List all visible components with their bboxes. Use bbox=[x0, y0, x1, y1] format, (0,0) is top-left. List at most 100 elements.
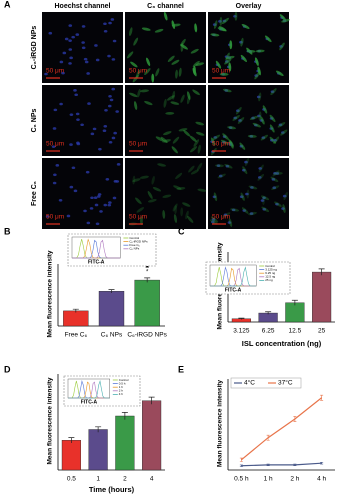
cell-signal bbox=[141, 27, 151, 31]
cell-signal bbox=[280, 129, 288, 136]
legend-label: 4°C bbox=[244, 379, 255, 387]
cell-signal bbox=[209, 219, 218, 225]
nucleus bbox=[108, 95, 112, 98]
cell-signal bbox=[175, 69, 178, 79]
nucleus bbox=[112, 39, 117, 43]
cell-signal bbox=[274, 201, 282, 207]
cell-signal bbox=[165, 111, 175, 115]
cell-signal bbox=[242, 166, 248, 175]
legend-label: 37°C bbox=[278, 379, 293, 387]
cell-signal bbox=[210, 216, 219, 223]
cell-signal bbox=[155, 136, 164, 142]
bar bbox=[142, 400, 162, 471]
line bbox=[240, 397, 322, 461]
cell-signal bbox=[167, 55, 175, 62]
bar bbox=[61, 440, 81, 471]
y-axis-label: Mean fluorescence intensity bbox=[47, 377, 54, 464]
nucleus bbox=[282, 194, 287, 198]
x-tick-label: 6.25 bbox=[262, 328, 275, 335]
inset-legend-label: 6.25 ng bbox=[265, 271, 275, 275]
inset-frame bbox=[205, 261, 291, 295]
nucleus bbox=[62, 51, 67, 55]
cell-signal bbox=[192, 60, 200, 68]
error-bar bbox=[238, 317, 245, 320]
inset-legend-label: Control bbox=[119, 378, 129, 382]
cell-signal bbox=[176, 187, 186, 191]
cell-signal bbox=[252, 122, 261, 128]
cell-signal bbox=[230, 208, 240, 212]
cell-signal bbox=[213, 192, 218, 202]
nucleus bbox=[68, 48, 73, 51]
cell-signal bbox=[193, 65, 196, 75]
cell-signal bbox=[261, 206, 270, 212]
cell-signal bbox=[146, 57, 151, 67]
scale-bar-label: 50 μm bbox=[212, 214, 230, 221]
nucleus bbox=[231, 208, 236, 212]
cell-signal bbox=[279, 42, 285, 51]
cell-signal bbox=[174, 205, 178, 215]
cell-signal bbox=[222, 133, 229, 140]
x-tick-label: 4 h bbox=[317, 476, 326, 483]
error-bar bbox=[95, 426, 102, 433]
cell-signal bbox=[235, 106, 242, 115]
bar bbox=[98, 291, 125, 327]
inset-legend-label: 2 h bbox=[119, 389, 124, 393]
nucleus bbox=[81, 25, 86, 28]
cell-signal bbox=[281, 18, 290, 23]
nucleus bbox=[242, 168, 246, 172]
micrograph bbox=[208, 85, 289, 156]
nucleus bbox=[216, 164, 221, 167]
nucleus bbox=[228, 126, 233, 129]
cell-signal bbox=[262, 105, 268, 114]
cell-signal bbox=[277, 122, 286, 128]
nucleus bbox=[261, 136, 266, 139]
x-tick-label: 1 h bbox=[264, 476, 273, 483]
cell-signal bbox=[139, 89, 149, 93]
nucleus bbox=[103, 203, 108, 207]
cell-signal bbox=[246, 49, 256, 53]
nucleus bbox=[233, 14, 237, 18]
inset-curve bbox=[210, 266, 257, 287]
nucleus bbox=[233, 116, 238, 120]
nucleus bbox=[69, 143, 73, 146]
cell-signal bbox=[189, 135, 197, 142]
cell-signal bbox=[248, 211, 257, 216]
x-tick-label: 1 bbox=[96, 476, 100, 483]
cell-signal bbox=[224, 58, 232, 65]
x-axis-label: Time (hours) bbox=[89, 485, 135, 494]
nucleus bbox=[108, 140, 113, 144]
nucleus bbox=[94, 203, 99, 207]
cell-signal bbox=[154, 28, 164, 33]
nucleus bbox=[76, 118, 80, 121]
nucleus bbox=[84, 60, 89, 64]
nucleus bbox=[94, 44, 98, 47]
cell-signal bbox=[132, 175, 136, 185]
cell-signal bbox=[269, 136, 277, 144]
cell-signal bbox=[151, 175, 155, 185]
cell-signal bbox=[152, 186, 162, 192]
nucleus bbox=[262, 207, 267, 211]
bar bbox=[115, 415, 135, 471]
cell-signal bbox=[178, 128, 188, 132]
cell-signal bbox=[163, 11, 168, 21]
inset-legend-label: Control bbox=[129, 236, 139, 240]
error-bar bbox=[68, 437, 75, 443]
nucleus bbox=[90, 196, 94, 200]
error-bar bbox=[72, 308, 79, 313]
cell-signal bbox=[270, 176, 279, 182]
cell-signal bbox=[215, 164, 225, 168]
cell-signal bbox=[222, 212, 231, 218]
cell-signal bbox=[140, 216, 143, 226]
bar bbox=[63, 310, 89, 327]
inset-curve bbox=[72, 239, 121, 259]
inset-xlabel: FITC-A bbox=[88, 259, 105, 265]
cell-signal bbox=[180, 44, 188, 50]
x-tick-label: 0.5 h bbox=[234, 476, 249, 483]
cell-signal bbox=[195, 121, 205, 126]
nucleus bbox=[115, 180, 120, 183]
cell-signal bbox=[247, 134, 257, 138]
scale-bar-label: 50 μm bbox=[129, 141, 147, 148]
cell-signal bbox=[270, 88, 277, 96]
inset-legend-label: Free C₆ bbox=[129, 243, 140, 247]
cell-signal bbox=[186, 91, 191, 100]
